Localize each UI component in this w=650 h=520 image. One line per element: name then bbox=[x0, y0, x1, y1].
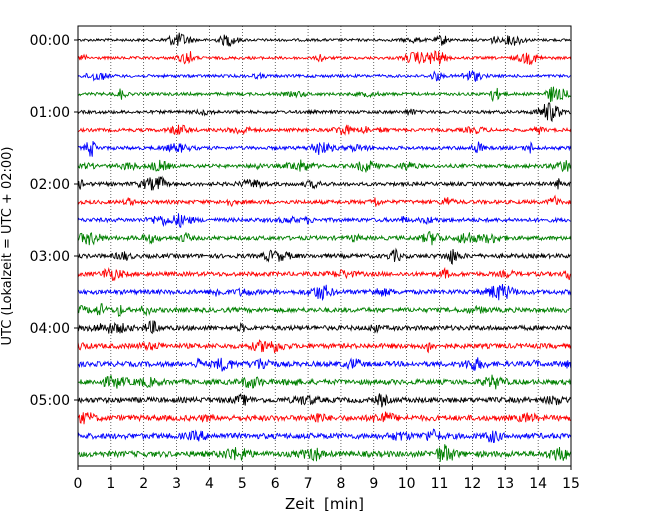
x-tick-label: 1 bbox=[106, 476, 115, 492]
x-tick-label: 6 bbox=[271, 476, 280, 492]
y-tick-label: 01:00 bbox=[30, 105, 70, 121]
trace-0515 bbox=[77, 411, 571, 425]
trace-0230 bbox=[77, 213, 571, 228]
x-tick-label: 3 bbox=[172, 476, 181, 492]
x-tick-label: 0 bbox=[74, 476, 83, 492]
trace-0130 bbox=[77, 141, 572, 157]
x-tick-label: 10 bbox=[398, 476, 416, 492]
grid-lines bbox=[110, 26, 539, 466]
trace-0530 bbox=[77, 428, 572, 444]
trace-0145 bbox=[77, 159, 572, 173]
trace-0045 bbox=[77, 86, 572, 103]
y-tick-label: 03:00 bbox=[30, 249, 70, 265]
trace-0200 bbox=[77, 175, 571, 191]
trace-0015 bbox=[77, 50, 572, 66]
x-tick-label: 9 bbox=[369, 476, 378, 492]
x-tick-label: 13 bbox=[496, 476, 514, 492]
x-tick-label: 11 bbox=[431, 476, 449, 492]
trace-0115 bbox=[77, 124, 572, 136]
trace-0415 bbox=[77, 339, 572, 354]
trace-0215 bbox=[77, 194, 572, 208]
trace-0000 bbox=[77, 32, 571, 47]
x-tick-label: 12 bbox=[463, 476, 481, 492]
y-tick-label: 00:00 bbox=[30, 33, 70, 49]
x-tick-label: 8 bbox=[336, 476, 345, 492]
y-axis-label: UTC (Lokalzeit = UTC + 02:00) bbox=[0, 147, 15, 346]
x-axis-ticks: 0 1 2 3 4 5 6 7 8 9 10 11 12 13 14 15 bbox=[74, 466, 580, 492]
trace-0245 bbox=[77, 230, 572, 246]
x-tick-label: 2 bbox=[139, 476, 148, 492]
y-tick-label: 05:00 bbox=[30, 393, 70, 409]
traces bbox=[77, 32, 572, 462]
x-tick-label: 4 bbox=[205, 476, 214, 492]
trace-0315 bbox=[77, 266, 572, 282]
trace-0100 bbox=[77, 101, 571, 123]
trace-0545 bbox=[77, 444, 572, 462]
trace-0300 bbox=[77, 247, 571, 265]
x-tick-label: 5 bbox=[238, 476, 247, 492]
x-tick-label: 14 bbox=[529, 476, 547, 492]
trace-0030 bbox=[77, 69, 571, 82]
trace-0445 bbox=[77, 374, 572, 390]
trace-0330 bbox=[77, 284, 572, 302]
trace-0500 bbox=[77, 392, 572, 408]
trace-0430 bbox=[77, 357, 572, 372]
trace-0345 bbox=[77, 303, 571, 318]
x-axis-label: Zeit [min] bbox=[285, 495, 364, 513]
trace-0400 bbox=[77, 320, 572, 335]
y-tick-label: 02:00 bbox=[30, 177, 70, 193]
y-axis-ticks: 00:00 01:00 02:00 03:00 04:00 05:00 bbox=[30, 33, 78, 409]
y-tick-label: 04:00 bbox=[30, 321, 70, 337]
x-tick-label: 7 bbox=[304, 476, 313, 492]
x-tick-label: 15 bbox=[562, 476, 580, 492]
plot-frame bbox=[77, 25, 572, 467]
